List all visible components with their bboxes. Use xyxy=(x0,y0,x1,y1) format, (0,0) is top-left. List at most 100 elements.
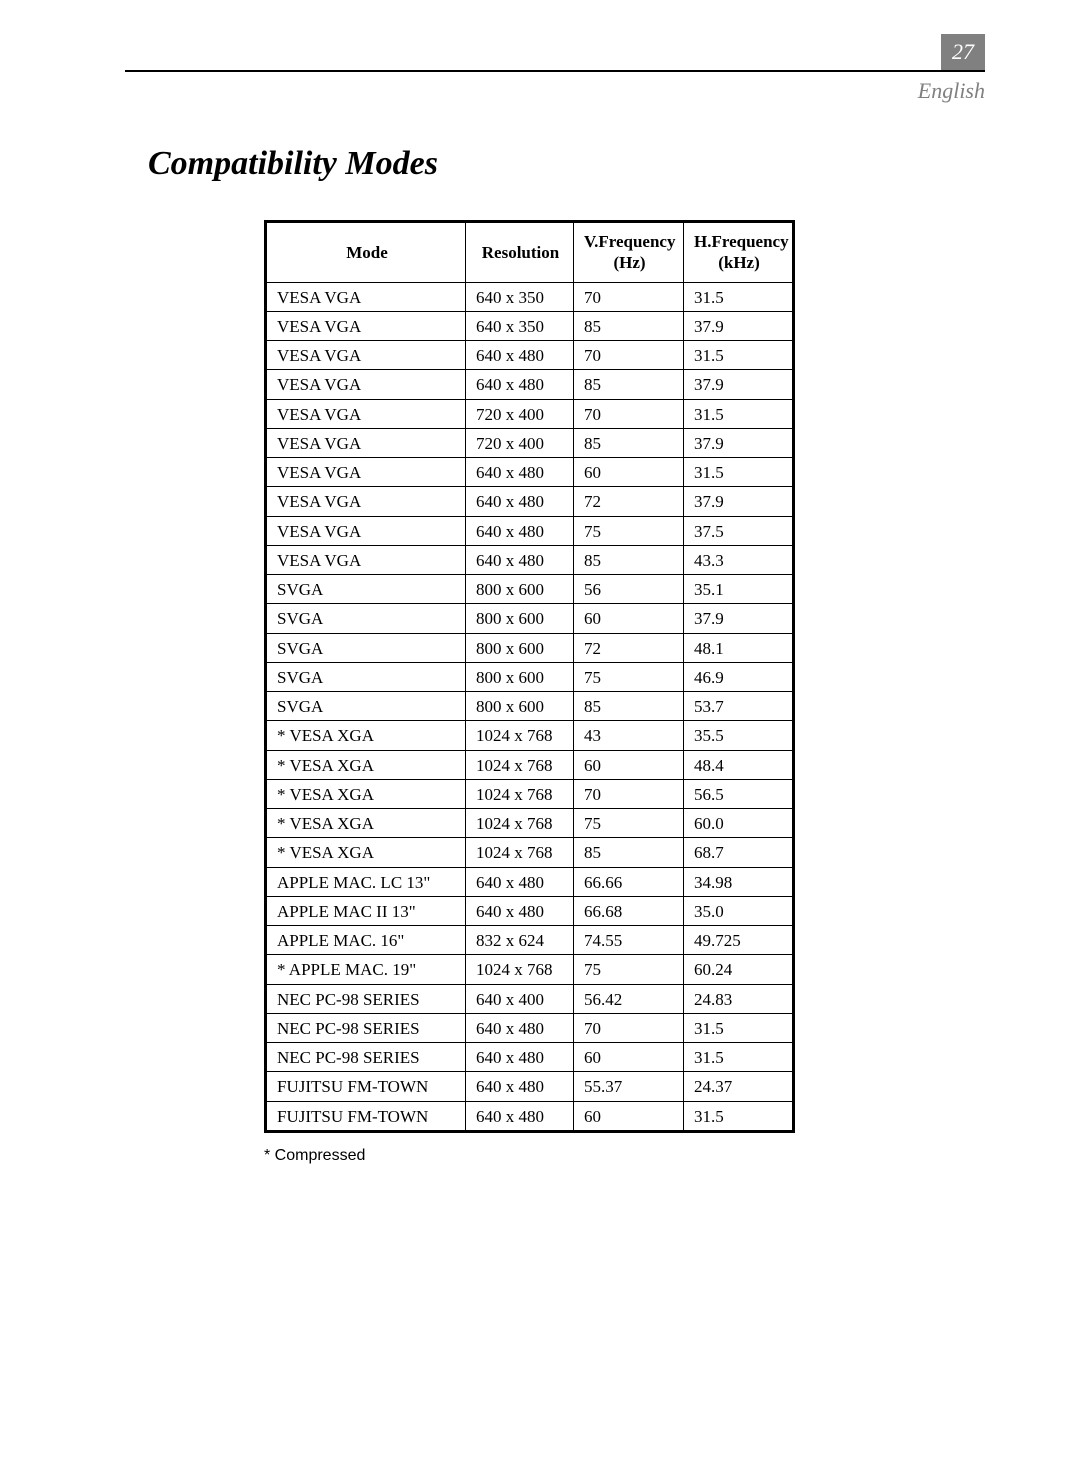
table-cell: 35.5 xyxy=(684,721,794,750)
page-number-box: 27 xyxy=(941,34,985,70)
table-cell: 1024 x 768 xyxy=(466,721,574,750)
table-cell: VESA VGA xyxy=(266,311,466,340)
table-cell: 60.0 xyxy=(684,809,794,838)
table-row: SVGA800 x 6008553.7 xyxy=(266,692,794,721)
table-cell: * VESA XGA xyxy=(266,838,466,867)
table-row: VESA VGA640 x 4807537.5 xyxy=(266,516,794,545)
table-cell: 31.5 xyxy=(684,1101,794,1131)
col-header-mode: Mode xyxy=(266,222,466,283)
table-cell: NEC PC-98 SERIES xyxy=(266,984,466,1013)
table-cell: VESA VGA xyxy=(266,487,466,516)
table-cell: 640 x 480 xyxy=(466,370,574,399)
col-header-mode-l1: Mode xyxy=(346,243,388,262)
table-cell: VESA VGA xyxy=(266,545,466,574)
table-row: APPLE MAC. 16"832 x 62474.5549.725 xyxy=(266,926,794,955)
table-cell: 640 x 480 xyxy=(466,458,574,487)
table-cell: 832 x 624 xyxy=(466,926,574,955)
table-cell: 640 x 480 xyxy=(466,1072,574,1101)
table-cell: SVGA xyxy=(266,692,466,721)
table-cell: 68.7 xyxy=(684,838,794,867)
table-cell: 75 xyxy=(574,809,684,838)
table-cell: * VESA XGA xyxy=(266,750,466,779)
table-cell: 43 xyxy=(574,721,684,750)
table-cell: 1024 x 768 xyxy=(466,809,574,838)
col-header-resolution: Resolution xyxy=(466,222,574,283)
table-cell: APPLE MAC II 13" xyxy=(266,896,466,925)
table-row: VESA VGA640 x 4808543.3 xyxy=(266,545,794,574)
table-row: SVGA800 x 6007546.9 xyxy=(266,662,794,691)
table-row: NEC PC-98 SERIES640 x 40056.4224.83 xyxy=(266,984,794,1013)
table-head: Mode Resolution V.Frequency (Hz) H.Frequ… xyxy=(266,222,794,283)
table-cell: NEC PC-98 SERIES xyxy=(266,1043,466,1072)
table-row: NEC PC-98 SERIES640 x 4807031.5 xyxy=(266,1013,794,1042)
col-header-vfreq-l1: V.Frequency xyxy=(584,232,675,251)
table-cell: 1024 x 768 xyxy=(466,838,574,867)
table-cell: 720 x 400 xyxy=(466,428,574,457)
table-cell: 800 x 600 xyxy=(466,633,574,662)
table-row: * APPLE MAC. 19"1024 x 7687560.24 xyxy=(266,955,794,984)
table-cell: FUJITSU FM-TOWN xyxy=(266,1072,466,1101)
table-cell: 70 xyxy=(574,399,684,428)
table-cell: 75 xyxy=(574,955,684,984)
table-cell: 60.24 xyxy=(684,955,794,984)
table-cell: 46.9 xyxy=(684,662,794,691)
table-cell: 70 xyxy=(574,282,684,311)
table-cell: 640 x 480 xyxy=(466,1101,574,1131)
table-cell: 640 x 480 xyxy=(466,896,574,925)
table-cell: VESA VGA xyxy=(266,341,466,370)
table-cell: 70 xyxy=(574,779,684,808)
table-cell: 640 x 480 xyxy=(466,1043,574,1072)
table-cell: 24.83 xyxy=(684,984,794,1013)
table-cell: 37.9 xyxy=(684,487,794,516)
table-cell: 800 x 600 xyxy=(466,662,574,691)
col-header-vfreq: V.Frequency (Hz) xyxy=(574,222,684,283)
table-header-row: Mode Resolution V.Frequency (Hz) H.Frequ… xyxy=(266,222,794,283)
table-cell: 640 x 350 xyxy=(466,282,574,311)
table-row: * VESA XGA1024 x 7686048.4 xyxy=(266,750,794,779)
table-cell: 48.1 xyxy=(684,633,794,662)
table-cell: 640 x 350 xyxy=(466,311,574,340)
col-header-hfreq: H.Frequency (kHz) xyxy=(684,222,794,283)
table-cell: 35.0 xyxy=(684,896,794,925)
table-row: VESA VGA640 x 4807237.9 xyxy=(266,487,794,516)
table-cell: 60 xyxy=(574,1101,684,1131)
page-title: Compatibility Modes xyxy=(148,145,438,183)
table-cell: 75 xyxy=(574,516,684,545)
table-cell: 640 x 480 xyxy=(466,487,574,516)
table-cell: 37.5 xyxy=(684,516,794,545)
footnote: * Compressed xyxy=(264,1147,365,1165)
table-row: APPLE MAC II 13"640 x 48066.6835.0 xyxy=(266,896,794,925)
table-cell: 37.9 xyxy=(684,604,794,633)
table-cell: 48.4 xyxy=(684,750,794,779)
table-cell: 53.7 xyxy=(684,692,794,721)
table-row: VESA VGA640 x 3507031.5 xyxy=(266,282,794,311)
col-header-hfreq-l2: (kHz) xyxy=(718,253,760,272)
table-row: * VESA XGA1024 x 7688568.7 xyxy=(266,838,794,867)
table-cell: 640 x 480 xyxy=(466,516,574,545)
table-cell: VESA VGA xyxy=(266,428,466,457)
col-header-vfreq-l2: (Hz) xyxy=(613,253,645,272)
table-cell: * APPLE MAC. 19" xyxy=(266,955,466,984)
table-cell: 34.98 xyxy=(684,867,794,896)
compatibility-table: Mode Resolution V.Frequency (Hz) H.Frequ… xyxy=(264,220,795,1133)
table-cell: 60 xyxy=(574,458,684,487)
table-cell: * VESA XGA xyxy=(266,809,466,838)
table-cell: 31.5 xyxy=(684,1043,794,1072)
table-cell: 640 x 480 xyxy=(466,341,574,370)
table-row: * VESA XGA1024 x 7687560.0 xyxy=(266,809,794,838)
table-cell: 72 xyxy=(574,487,684,516)
table-cell: 85 xyxy=(574,692,684,721)
table-cell: 31.5 xyxy=(684,282,794,311)
table-cell: 70 xyxy=(574,1013,684,1042)
table-cell: 800 x 600 xyxy=(466,692,574,721)
language-label: English xyxy=(918,78,985,104)
table-cell: 60 xyxy=(574,750,684,779)
table-cell: 640 x 480 xyxy=(466,867,574,896)
compatibility-table-wrap: Mode Resolution V.Frequency (Hz) H.Frequ… xyxy=(264,220,792,1133)
table-cell: 70 xyxy=(574,341,684,370)
table-cell: 56.5 xyxy=(684,779,794,808)
table-cell: 43.3 xyxy=(684,545,794,574)
table-cell: 60 xyxy=(574,1043,684,1072)
table-cell: SVGA xyxy=(266,604,466,633)
table-cell: FUJITSU FM-TOWN xyxy=(266,1101,466,1131)
